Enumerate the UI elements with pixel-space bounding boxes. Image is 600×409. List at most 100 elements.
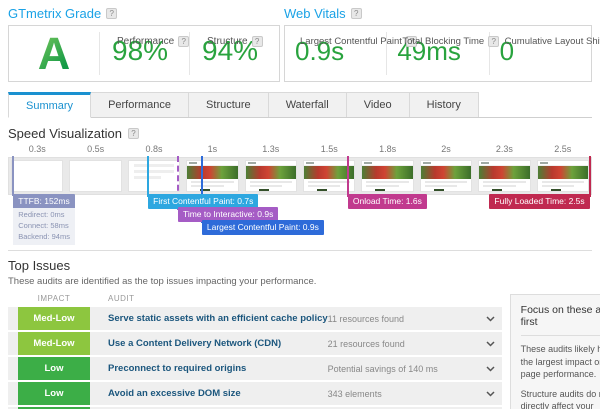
help-icon[interactable]: ? [251, 36, 263, 47]
vital-0: Largest Contentful Paint ? 0.9s [285, 26, 417, 81]
web-vitals-title: Web Vitals ? [284, 6, 592, 21]
web-vitals-section: Web Vitals ? Largest Contentful Paint ? … [284, 6, 600, 82]
help-icon[interactable]: ? [106, 8, 118, 19]
vital-label-text: Total Blocking Time [402, 35, 485, 47]
score-header: GTmetrix Grade ? A Performance ? 98% [8, 6, 600, 82]
audit-value: 343 elements [327, 388, 382, 399]
filmstrip-frame-loaded [419, 160, 473, 192]
structure-value: 94% [202, 35, 259, 66]
chevron-down-icon[interactable] [480, 315, 502, 322]
timeline-tick: 1.5s [320, 144, 338, 154]
gtmetrix-grade-section: GTmetrix Grade ? A Performance ? 98% [8, 6, 280, 82]
timeline-ruler: 0.3s 0.5s 0.8s 1s 1.3s 1.5s 1.8s 2s 2.3s 2.5s [8, 144, 592, 157]
chevron-down-icon[interactable] [480, 365, 502, 372]
filmstrip-frame-blank [69, 160, 122, 192]
impact-badge: Med-Low [18, 307, 90, 330]
chevron-down-icon[interactable] [480, 390, 502, 397]
audit-value: 11 resources found [327, 313, 405, 324]
vital-label-text: Largest Contentful Paint [300, 35, 402, 47]
impact-column-header: IMPACT [37, 294, 71, 303]
structure-metric: Structure ? 94% [190, 26, 279, 81]
timeline-tick: 0.3s [28, 144, 46, 154]
audit-link[interactable]: Serve static assets with an efficient ca… [108, 313, 328, 324]
issues-table-header: IMPACT AUDIT [8, 294, 502, 303]
issue-row: Med-Low Use a Content Delivery Network (… [8, 332, 502, 355]
filmstrip-frame-loaded [478, 160, 531, 192]
timeline-tick: 2.3s [495, 144, 513, 154]
help-icon[interactable]: ? [350, 8, 362, 19]
speed-visualization-title: Speed Visualization ? [8, 126, 592, 141]
audit-link[interactable]: Use a Content Delivery Network (CDN) [108, 338, 282, 349]
performance-label-text: Performance [117, 35, 175, 47]
first-contentful-paint-marker-line [147, 156, 150, 197]
tab-performance[interactable]: Performance [91, 92, 190, 117]
vital-label: Largest Contentful Paint ? [295, 33, 422, 50]
timeline-tick: 1.3s [262, 144, 280, 154]
impact-badge: Med-Low [18, 332, 90, 355]
divider [99, 32, 100, 75]
ttfb-detail: Connect: 58ms [18, 220, 69, 230]
time-to-interactive-label: Time to Interactive: 0.9s [177, 207, 279, 222]
vital-label: Total Blocking Time ? [397, 33, 504, 50]
tab-history[interactable]: History [409, 92, 479, 117]
vital-label-text: Cumulative Layout Shift [504, 35, 600, 47]
impact-badge: Low [18, 382, 90, 405]
timeline-tick: 1s [207, 144, 218, 154]
grade-card: A Performance ? 98% Structure ? 94 [8, 25, 280, 82]
vital-value: 0 [499, 36, 515, 66]
vital-2: Cumulative Layout Shift ? 0 [490, 26, 600, 81]
fully-loaded-time-marker-line [588, 156, 591, 197]
help-icon[interactable]: ? [178, 36, 190, 47]
divider [189, 32, 190, 75]
speed-visualization-timeline: 0.3s 0.5s 0.8s 1s 1.3s 1.5s 1.8s 2s 2.3s 2.5s TTF… [8, 144, 592, 245]
chevron-down-icon[interactable] [480, 340, 502, 347]
focus-panel: Focus on these audits first These audits… [509, 294, 600, 409]
divider [488, 32, 490, 75]
tab-summary[interactable]: Summary [8, 92, 92, 118]
ttfb-label: TTFB: 152ms [13, 194, 75, 209]
ttfb-marker-line [12, 156, 15, 196]
ttfb-detail: Redirect: 0ms [18, 210, 65, 219]
filmstrip [8, 157, 592, 195]
performance-label: Performance ? [112, 33, 194, 50]
onload-time-marker-line [346, 156, 349, 197]
issue-row: Med-Low Serve static assets with an effi… [8, 307, 502, 330]
tab-structure[interactable]: Structure [189, 92, 269, 117]
web-vitals-card: Largest Contentful Paint ? 0.9s Total Bl… [284, 25, 600, 82]
tab-waterfall[interactable]: Waterfall [268, 92, 347, 117]
top-issues-body: IMPACT AUDIT Med-Low Serve static assets… [8, 294, 600, 409]
top-issues-subtitle: These audits are identified as the top i… [8, 276, 317, 287]
time-to-interactive-marker-line [176, 156, 179, 210]
report-tabbar: Summary Performance Structure Waterfall Vide… [8, 92, 592, 118]
filmstrip-frame-loaded [244, 160, 297, 192]
divider [386, 32, 388, 75]
first-contentful-paint-label: First Contentful Paint: 0.7s [148, 194, 259, 209]
impact-badge: Low [18, 407, 90, 409]
audit-value: 21 resources found [327, 338, 405, 349]
fully-loaded-time-label: Fully Loaded Time: 2.5s [489, 194, 590, 209]
focus-panel-title: Focus on these audits first [520, 304, 600, 336]
vital-label: Cumulative Layout Shift ? [500, 33, 600, 50]
gtmetrix-grade-title: GTmetrix Grade ? [8, 6, 280, 21]
web-vitals-title-text: Web Vitals [284, 6, 346, 21]
tab-video[interactable]: Video [346, 92, 410, 117]
audit-link[interactable]: Preconnect to required origins [108, 363, 247, 374]
vital-1: Total Blocking Time ? 49ms [387, 26, 500, 81]
issue-row: Low Avoid an excessive DOM size 343 elem… [8, 382, 502, 405]
grade-letter: A [37, 28, 71, 79]
filmstrip-frame-skeleton [127, 160, 181, 192]
audit-link[interactable]: Avoid an excessive DOM size [108, 388, 241, 399]
ttfb-details: Redirect: 0ms Connect: 58ms Backend: 94ms [13, 208, 75, 245]
issues-table: IMPACT AUDIT Med-Low Serve static assets… [8, 294, 502, 409]
help-icon[interactable]: ? [488, 36, 500, 47]
help-icon[interactable]: ? [405, 36, 417, 47]
help-icon[interactable]: ? [127, 128, 139, 139]
section-divider [8, 250, 592, 251]
timeline-tick: 2s [441, 144, 451, 154]
onload-time-label: Onload Time: 1.6s [347, 194, 427, 209]
timeline-tick: 0.8s [145, 144, 163, 154]
filmstrip-frame-loaded [536, 160, 589, 192]
vital-value: 0.9s [295, 36, 345, 66]
top-issues-title: Top Issues [8, 258, 71, 273]
